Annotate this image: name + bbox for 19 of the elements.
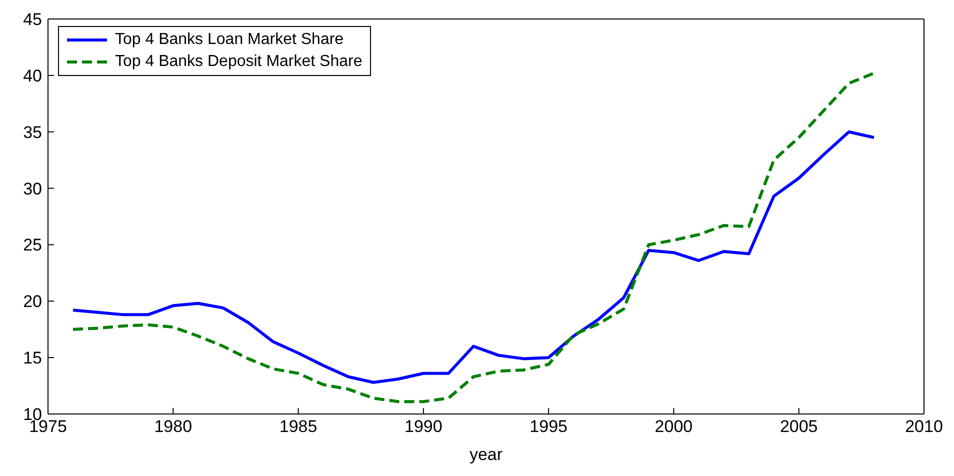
- line-series: [72, 130, 876, 384]
- legend-label: Top 4 Banks Loan Market Share: [115, 30, 344, 50]
- y-tick-label: 45: [23, 10, 42, 30]
- y-tick-label: 40: [23, 66, 42, 86]
- y-tick-label: 15: [23, 348, 42, 368]
- x-tick-label: 1990: [404, 417, 442, 436]
- x-axis-title: year: [469, 445, 503, 464]
- x-tick-label: 1980: [154, 417, 192, 436]
- y-tick-label: 25: [23, 236, 42, 255]
- x-tick-label: 1995: [530, 417, 568, 436]
- x-tick-label: 1985: [279, 417, 318, 436]
- line-series: [72, 72, 876, 404]
- y-tick-label: 35: [23, 122, 42, 142]
- legend-label: Top 4 Banks Deposit Market Share: [115, 52, 362, 72]
- y-tick-label: 20: [23, 292, 42, 312]
- y-tick-label: 30: [23, 179, 42, 198]
- x-tick-label: 2005: [780, 417, 818, 436]
- x-tick-label: 2010: [905, 417, 943, 436]
- x-tick-label: 2000: [654, 417, 693, 436]
